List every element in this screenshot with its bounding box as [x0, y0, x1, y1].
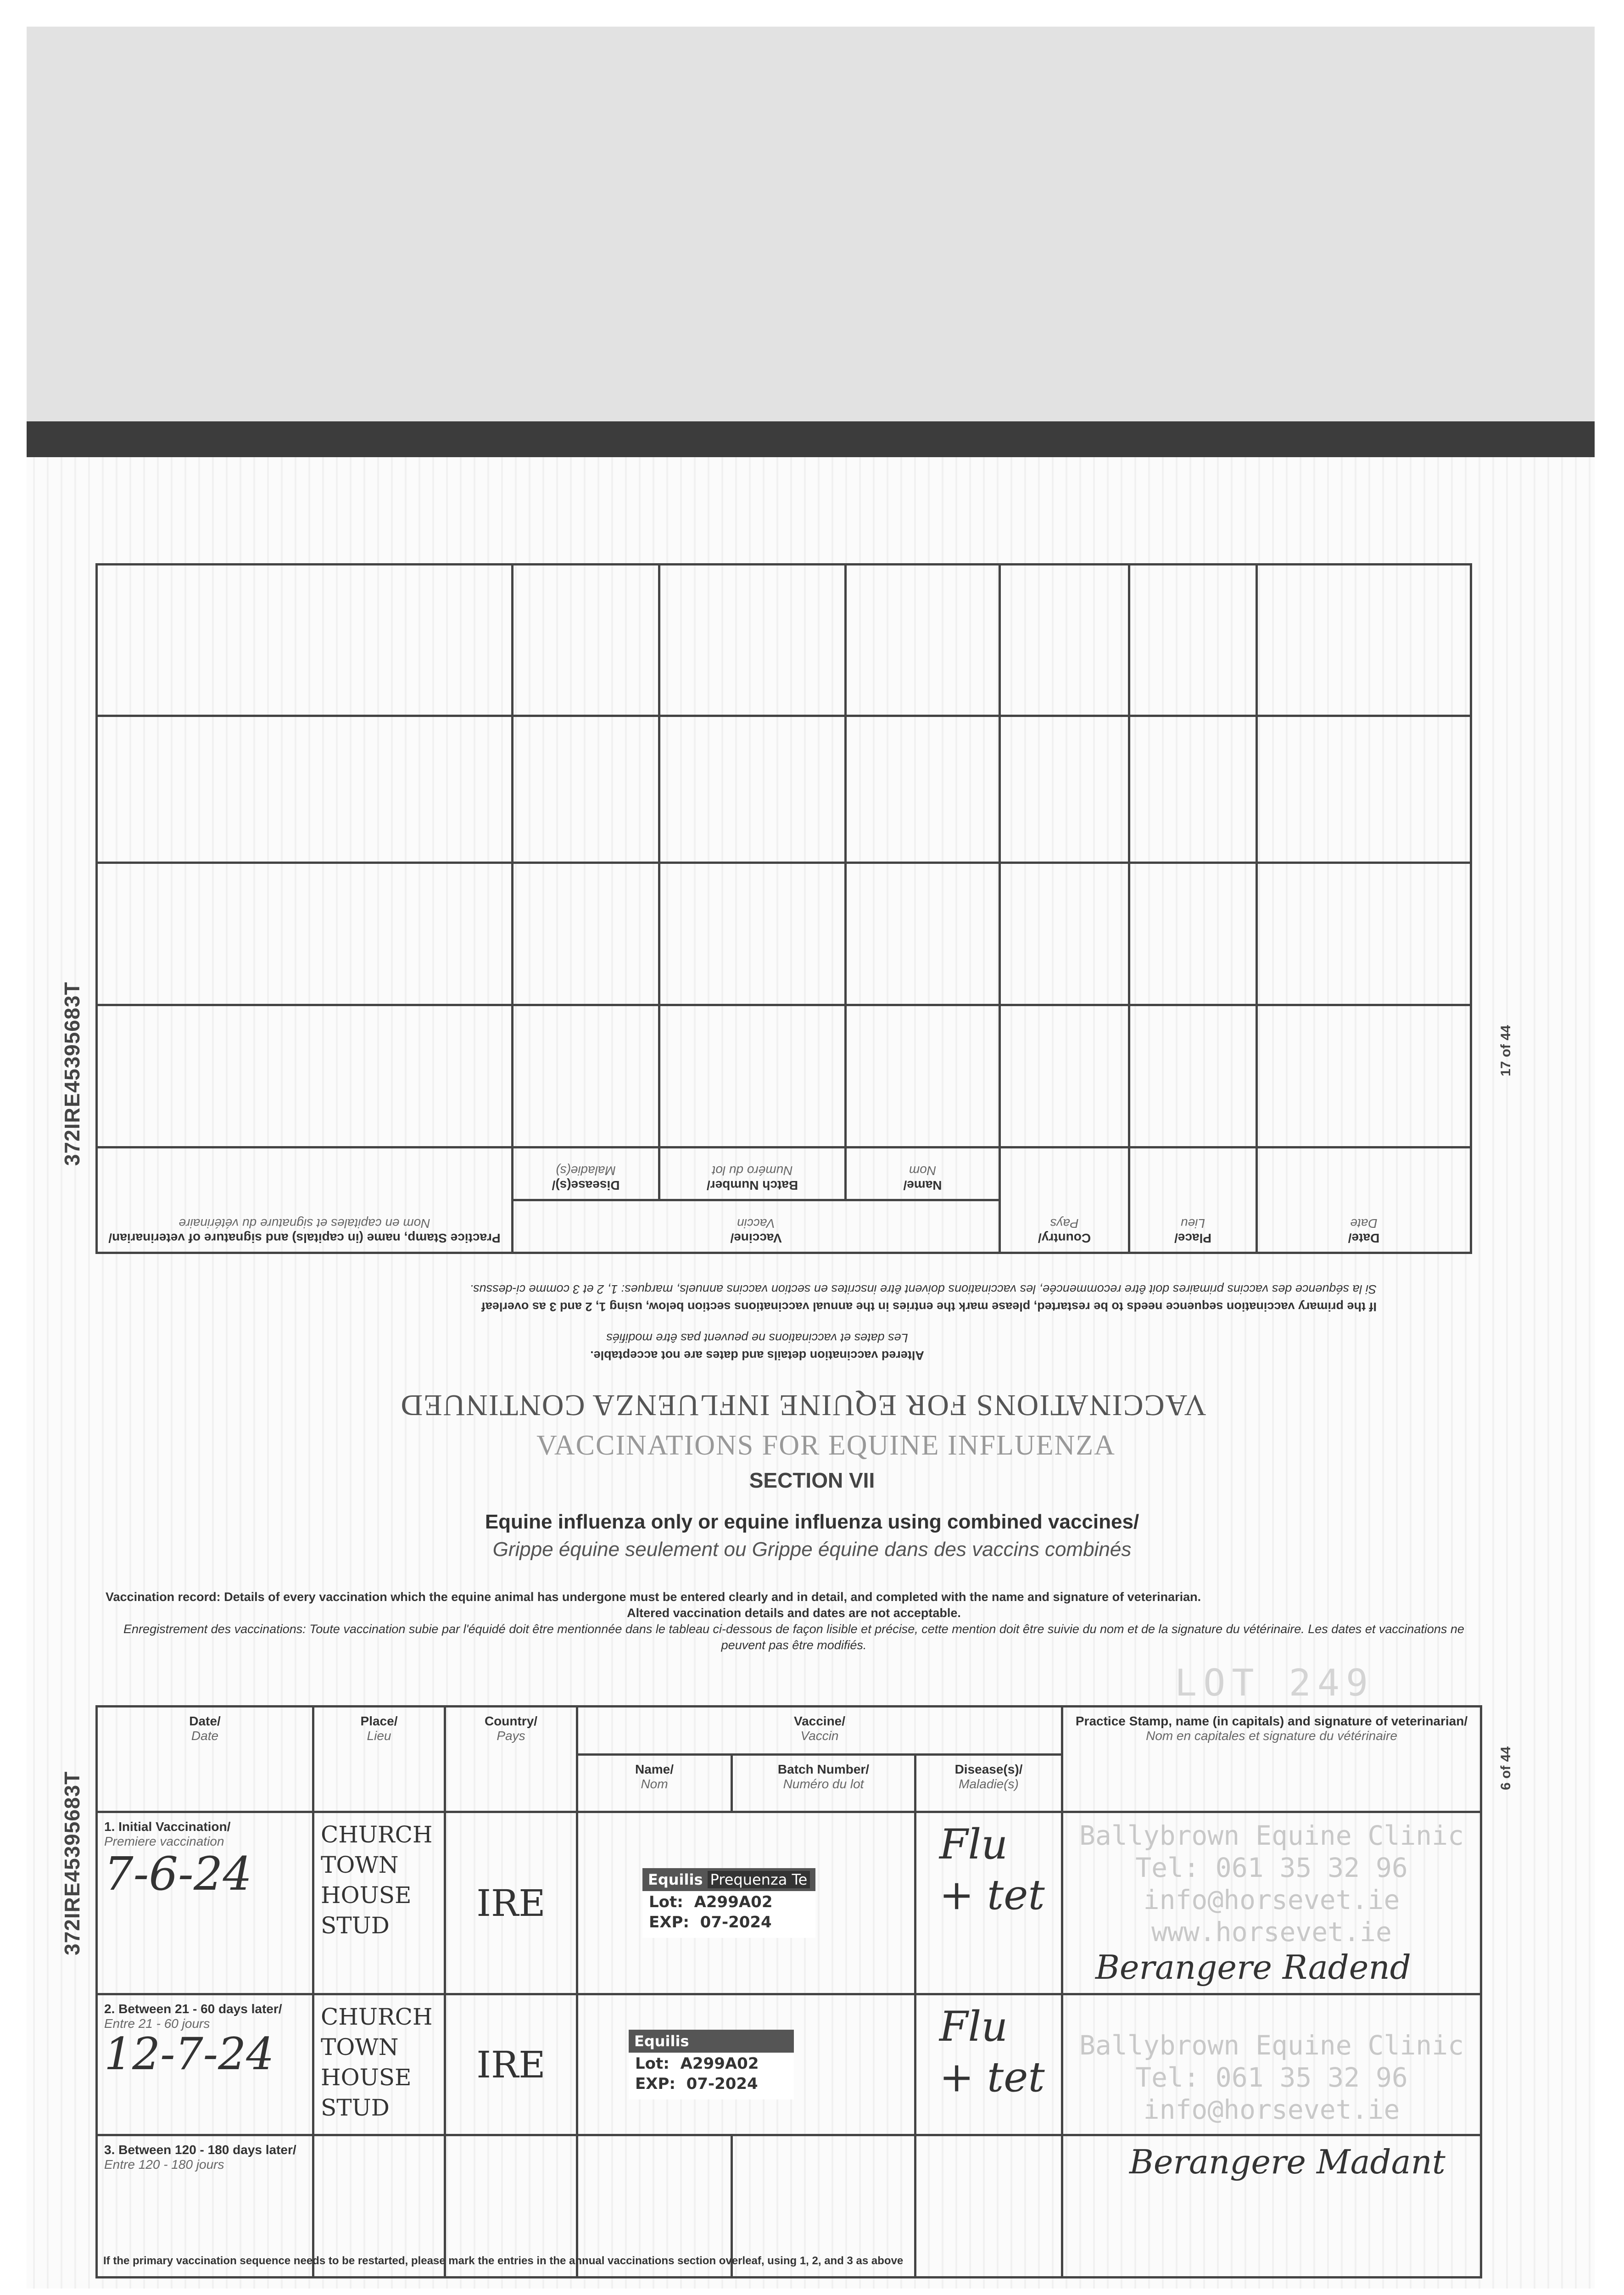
- exp-value: 07-2024: [686, 2075, 758, 2093]
- col-practice: Practice Stamp, name (in capitals) and s…: [96, 1147, 513, 1253]
- sticker-brand: Equilis: [648, 1871, 703, 1888]
- upper-instructions: Altered vaccination details and dates ar…: [138, 1281, 1377, 1364]
- practice-cell: Ballybrown Equine Clinic Tel: 061 35 32 …: [1061, 1811, 1483, 1995]
- lot-value: A299A02: [680, 2054, 759, 2073]
- col-place: Place/Lieu: [312, 1705, 446, 1813]
- vaccine-sticker: Equilis Prequenza Te Lot: A299A02 EXP: 07…: [642, 1868, 816, 1938]
- col-batch: Batch Number/Numéro du lot: [659, 1147, 846, 1200]
- table-row: 3. Between 120 - 180 days later/ Entre 1…: [95, 2134, 1483, 2278]
- exp-value: 07-2024: [700, 1913, 772, 1931]
- row-label: 3. Between 120 - 180 days later/: [104, 2143, 296, 2157]
- exp-label: EXP:: [635, 2075, 675, 2093]
- col-date: Date/Date: [95, 1705, 314, 1813]
- col-batch: Batch Number/Numéro du lot: [731, 1753, 916, 1813]
- row-label-fr: Entre 120 - 180 jours: [104, 2157, 224, 2172]
- upper-vaccination-table: Date/Date Place/Lieu Country/Pays Vaccin…: [95, 563, 1472, 1254]
- vaccine-sticker-cell: Equilis Prequenza Te Lot: A299A02 EXP: 07…: [576, 1811, 916, 1995]
- country-value: IRE: [444, 1811, 578, 1995]
- row-label-fr: Entre 21 - 60 jours: [104, 2016, 210, 2031]
- practice-stamp: Ballybrown Equine Clinic Tel: 061 35 32 …: [1079, 2030, 1464, 2125]
- table-row: [96, 564, 1471, 716]
- place-value: CHURCH TOWN HOUSE STUD: [312, 1811, 446, 1995]
- date-cell: 2. Between 21 - 60 days later/ Entre 21 …: [95, 1993, 314, 2136]
- lot-label: Lot:: [649, 1893, 683, 1911]
- date-cell: 3. Between 120 - 180 days later/ Entre 1…: [95, 2134, 314, 2278]
- lot-mark: LOT 249: [1175, 1662, 1375, 1704]
- table-row: [96, 862, 1471, 1005]
- place-value: CHURCH TOWN HOUSE STUD: [312, 1993, 446, 2136]
- record-label-fr: Enregistrement des vaccinations:: [123, 1622, 306, 1636]
- record-label: Vaccination record:: [106, 1590, 221, 1604]
- section-title: SECTION VII: [749, 1468, 875, 1492]
- title-fr: Grippe équine seulement ou Grippe équine…: [492, 1538, 1132, 1561]
- col-country: Country/Pays: [999, 1147, 1129, 1253]
- lot-value: A299A02: [694, 1893, 773, 1911]
- disease-value: Flu + tet: [914, 1811, 1064, 1995]
- col-vaccine: Vaccine/Vaccin: [512, 1200, 1000, 1253]
- page-number-upper: 17 of 44: [1498, 1025, 1513, 1076]
- row-label-fr: Premiere vaccination: [104, 1834, 224, 1848]
- batch-value: [731, 2134, 916, 2278]
- practice-stamp: Ballybrown Equine Clinic Tel: 061 35 32 …: [1079, 1820, 1464, 1948]
- passport-id-upper: 372IRE45395683T: [60, 981, 84, 1166]
- col-name: Name/Nom: [845, 1147, 1000, 1200]
- col-vaccine: Vaccine/Vaccin: [575, 1705, 1064, 1756]
- practice-cell: Berangere Madant: [1061, 2134, 1483, 2278]
- country-value: [444, 2134, 578, 2278]
- row-label: 2. Between 21 - 60 days later/: [104, 2002, 282, 2016]
- vaccination-record-instructions: Vaccination record: Details of every vac…: [106, 1589, 1482, 1653]
- date-value: 12-7-24: [104, 2028, 274, 2080]
- altered-notice-upper-fr: Les dates et vaccinations ne peuvent pas…: [606, 1331, 908, 1345]
- vet-signature: Berangere Madant: [1129, 2143, 1445, 2181]
- col-practice: Practice Stamp, name (in capitals) and s…: [1061, 1705, 1483, 1813]
- vaccine-name-value: [576, 2134, 733, 2278]
- col-disease: Disease(s)/Maladie(s): [914, 1753, 1064, 1813]
- vet-signature: Berangere Radend: [1095, 1948, 1411, 1987]
- col-name: Name/Nom: [576, 1753, 733, 1813]
- scan-background: [27, 27, 1595, 421]
- date-cell: 1. Initial Vaccination/ Premiere vaccina…: [95, 1811, 314, 1995]
- title-en: Equine influenza only or equine influenz…: [485, 1511, 1139, 1533]
- vaccination-table: Date/Date Place/Lieu Country/Pays Vaccin…: [95, 1705, 1483, 2278]
- table-row: 2. Between 21 - 60 days later/ Entre 21 …: [95, 1993, 1483, 2136]
- record-text-fr: Toute vaccination subie par l'équidé doi…: [309, 1622, 1464, 1652]
- vaccine-sticker: Equilis Lot: A299A02 EXP: 07-2024: [629, 2030, 794, 2099]
- altered-notice: Altered vaccination details and dates ar…: [627, 1606, 961, 1620]
- altered-notice-upper: Altered vaccination details and dates ar…: [590, 1349, 924, 1362]
- table-row: 1. Initial Vaccination/ Premiere vaccina…: [95, 1811, 1483, 1995]
- page-number-lower: 6 of 44: [1498, 1746, 1513, 1790]
- date-value: 7-6-24: [104, 1847, 252, 1901]
- table-row: [96, 1005, 1471, 1148]
- sticker-product: Prequenza Te: [707, 1871, 810, 1888]
- sticker-brand: Equilis: [629, 2030, 794, 2053]
- disease-value: Flu + tet: [914, 1993, 1064, 2136]
- row-label: 1. Initial Vaccination/: [104, 1819, 231, 1834]
- restart-notice-upper: If the primary vaccination sequence need…: [481, 1300, 1377, 1314]
- practice-cell: Ballybrown Equine Clinic Tel: 061 35 32 …: [1061, 1993, 1483, 2136]
- lot-label: Lot:: [635, 2054, 670, 2073]
- col-disease: Disease(s)/Maladie(s): [512, 1147, 659, 1200]
- disease-value: [914, 2134, 1064, 2278]
- exp-label: EXP:: [649, 1913, 689, 1931]
- table-row: [96, 716, 1471, 863]
- col-place: Place/Lieu: [1129, 1147, 1257, 1253]
- lower-heading: VACCINATIONS FOR EQUINE INFLUENZA: [536, 1430, 1116, 1461]
- country-value: IRE: [444, 1993, 578, 2136]
- footer-note: If the primary vaccination sequence need…: [103, 2255, 904, 2267]
- col-date: Date/Date: [1256, 1147, 1471, 1253]
- restart-notice-upper-fr: Si la séquence des vaccins primaires doi…: [469, 1282, 1377, 1296]
- passport-id-lower: 372IRE45395683T: [60, 1771, 84, 1955]
- record-text: Details of every vaccination which the e…: [224, 1590, 1201, 1604]
- place-value: [312, 2134, 446, 2278]
- col-country: Country/Pays: [444, 1705, 578, 1813]
- book-binding: [27, 421, 1595, 457]
- upper-heading: VACCINATIONS FOR EQUINE INFLUENZA CONTIN…: [400, 1388, 1206, 1422]
- vaccine-sticker-cell: Equilis Lot: A299A02 EXP: 07-2024: [576, 1993, 916, 2136]
